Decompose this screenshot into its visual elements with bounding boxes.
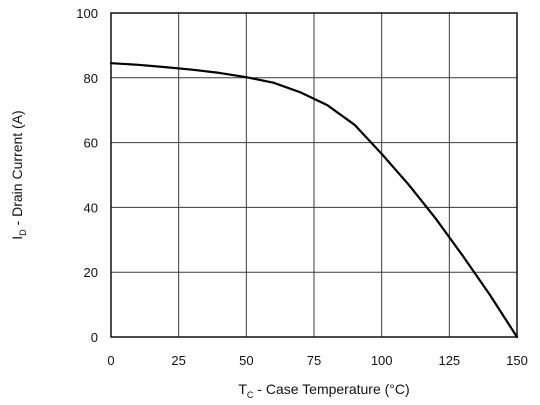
y-axis-text: - Drain Current (A) (9, 110, 25, 229)
y-axis-subscript: D (18, 229, 28, 236)
y-tick-label: 100 (76, 6, 98, 21)
y-tick-label: 20 (84, 265, 98, 280)
y-tick-label: 80 (84, 71, 98, 86)
x-tick-label: 150 (506, 353, 528, 368)
x-axis-label: TC - Case Temperature (°C) (238, 381, 409, 400)
x-tick-label: 25 (171, 353, 185, 368)
y-axis-symbol: I (9, 236, 25, 240)
x-tick-label: 50 (239, 353, 253, 368)
y-tick-label: 40 (84, 200, 98, 215)
x-tick-label: 125 (438, 353, 460, 368)
y-tick-label: 0 (91, 330, 98, 345)
y-tick-label: 60 (84, 136, 98, 151)
y-tick-labels: 0 20 40 60 80 100 (76, 6, 98, 345)
x-tick-label: 100 (371, 353, 393, 368)
series-line (109, 62, 519, 339)
x-axis-text: - Case Temperature (°C) (253, 381, 409, 397)
x-axis-subscript: C (247, 390, 254, 400)
x-tick-labels: 0 25 50 75 100 125 150 (107, 353, 527, 368)
x-axis-symbol: T (238, 381, 247, 397)
series-layer (109, 62, 519, 339)
y-axis-label: ID - Drain Current (A) (9, 110, 28, 239)
grid-lines (111, 13, 517, 337)
plot-frame (110, 12, 518, 338)
x-tick-label: 75 (307, 353, 321, 368)
x-tick-label: 0 (107, 353, 114, 368)
